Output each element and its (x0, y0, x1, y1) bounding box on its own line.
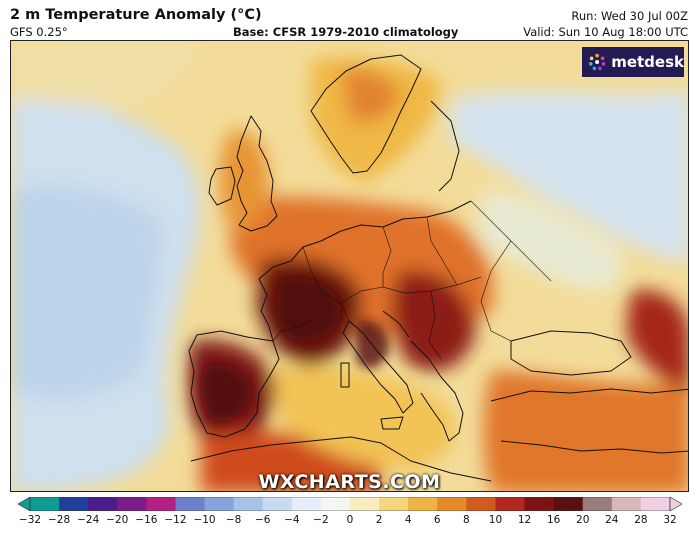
colorbar-segment (495, 497, 526, 511)
run-time-label: Run: Wed 30 Jul 00Z (571, 9, 688, 23)
colorbar-segment (553, 497, 584, 511)
colorbar-segment (175, 497, 206, 511)
colorbar-tick-label: −12 (164, 514, 187, 526)
colorbar-tick-label: 2 (375, 514, 383, 526)
base-climatology-label: Base: CFSR 1979-2010 climatology (233, 25, 459, 39)
colorbar-tick-label: −8 (225, 514, 242, 526)
colorbar-segment (30, 497, 60, 511)
colorbar-tick-label: 20 (576, 514, 590, 526)
coastline-france (258, 240, 322, 342)
colorbar-segment (466, 497, 496, 511)
metdesk-star-icon (588, 53, 606, 71)
colorbar-tick-label: 16 (546, 514, 561, 526)
coastline-black-sea (510, 330, 632, 376)
coastline-balkans (410, 340, 464, 442)
metdesk-logo: metdesk (582, 47, 684, 77)
colorbar-segment (146, 497, 176, 511)
colorbar-tick-label: 6 (433, 514, 441, 526)
colorbar-tick-label: 4 (404, 514, 412, 526)
map-canvas (11, 41, 688, 491)
colorbar-tick-label: −16 (135, 514, 158, 526)
colorbar-tick-label: −24 (77, 514, 100, 526)
colorbar-segment (437, 497, 467, 511)
coastline-italy (342, 320, 414, 414)
coastline-great-britain (236, 115, 278, 232)
model-label: GFS 0.25° (10, 25, 68, 39)
colorbar-tick-label: −20 (106, 514, 129, 526)
colorbar-segment (524, 497, 555, 511)
colorbar-segment (640, 497, 671, 511)
colorbar-segment (291, 497, 322, 511)
colorbar-segment (262, 497, 293, 511)
borders (272, 200, 552, 360)
colorbar-tick-label: −6 (254, 514, 271, 526)
colorbar-segment (379, 497, 409, 511)
colorbar-segment (350, 497, 380, 511)
colorbar-tick-label: 0 (346, 514, 354, 526)
colorbar-ticks: −32 −28 −24 −20 −16 −12 −10 −8 −6 −4 −2 0 2 4 6 8 10 12 16… (0, 511, 700, 536)
valid-time-label: Valid: Sun 10 Aug 18:00 UTC (523, 25, 688, 39)
colorbar-segment (117, 497, 147, 511)
colorbar-segment (88, 497, 118, 511)
colorbar-tick-label: −28 (47, 514, 71, 526)
colorbar-segment (204, 497, 235, 511)
coastline-scandinavia (310, 54, 422, 174)
colorbar-tick-label: 10 (488, 514, 503, 526)
colorbar-left-arrow (18, 497, 31, 511)
anomaly-map[interactable]: metdesk WXCHARTS.COM (10, 40, 689, 492)
cold-east-region (451, 91, 688, 261)
colorbar-segment (320, 497, 351, 511)
coastline-ireland (208, 166, 236, 206)
colorbar-segment (233, 497, 264, 511)
colorbar-segment (611, 497, 642, 511)
colorbar-segment (582, 497, 613, 511)
colorbar-tick-label: −32 (18, 514, 42, 526)
colorbar-tick-label: 12 (517, 514, 532, 526)
coastline-north-africa (190, 436, 492, 482)
coastlines (188, 54, 688, 482)
map-title: 2 m Temperature Anomaly (°C) (10, 7, 262, 23)
wxcharts-watermark: WXCHARTS.COM (258, 471, 441, 492)
metdesk-logo-text: metdesk (611, 53, 684, 71)
colorbar-tick-label: 28 (634, 514, 648, 526)
colorbar-tick-label: 8 (463, 514, 470, 526)
colorbar-tick-label: 24 (605, 514, 619, 526)
colorbar-tick-label: −2 (313, 514, 329, 526)
coastline-turkey (490, 388, 688, 402)
colorbar-tick-label: 32 (663, 514, 677, 526)
colorbar-tick-label: −10 (193, 514, 216, 526)
colorbar-right-arrow (669, 497, 682, 511)
colorbar-segment (59, 497, 89, 511)
colorbar-tick-label: −4 (284, 514, 300, 526)
coastline-iberia (188, 330, 280, 438)
colorbar (18, 497, 682, 511)
colorbar-segment (408, 497, 438, 511)
